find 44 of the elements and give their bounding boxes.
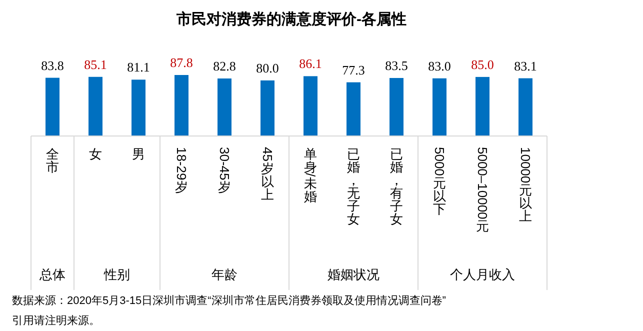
bar (88, 76, 102, 136)
x-tick-label: 单身/未婚 (302, 146, 318, 204)
bar (46, 78, 60, 136)
source-note: 数据来源：2020年5月3-15日深圳市调查“深圳市常住居民消费券领取及使用情况调查问卷” (12, 294, 446, 307)
x-tick-label: 女 (89, 146, 102, 162)
x-tick-label: 30-45岁 (216, 147, 232, 195)
bar (218, 78, 232, 136)
bar (260, 80, 274, 136)
bar (476, 76, 490, 136)
data-label: 83.5 (385, 58, 408, 73)
category-label: 5000–10000元 (474, 147, 490, 234)
x-tick-label: 全市 (46, 146, 59, 174)
chart-title: 市民对消费券的满意度评价-各属性 (176, 10, 406, 28)
data-label: 83.8 (41, 58, 64, 73)
bar (390, 78, 404, 136)
text: 婚姻状况 (328, 267, 380, 282)
text: 个人月收入 (450, 267, 515, 282)
text: 年龄 (212, 267, 238, 282)
bar (304, 76, 318, 136)
data-label: 83.1 (514, 58, 537, 74)
text: 引用请注明来源。 (12, 314, 100, 327)
x-tick-label: 已婚，有子女 (390, 146, 403, 226)
x-tick-label: 10000元以上 (518, 147, 533, 224)
data-label: 85.0 (471, 56, 494, 72)
data-label: 77.3 (342, 62, 365, 78)
data-label: 86.1 (299, 56, 322, 72)
bar (346, 82, 360, 136)
bar (432, 78, 446, 136)
data-label: 87.8 (170, 55, 193, 70)
data-label: 85.1 (84, 56, 107, 72)
x-tick-label: 男 (132, 146, 145, 162)
text: 性别 (103, 267, 130, 282)
data-label: 82.8 (213, 58, 236, 74)
x-tick-label: 已婚，无子女 (347, 146, 360, 226)
bar (132, 80, 146, 136)
bar (518, 78, 532, 136)
data-label: 80.0 (256, 60, 279, 76)
text: 总体 (38, 267, 66, 282)
x-tick-label: 18-29岁 (174, 147, 189, 195)
x-tick-label: 5000元以下 (432, 147, 447, 216)
data-label: 81.1 (127, 60, 150, 75)
bar (174, 75, 188, 136)
x-tick-label: 45岁以上 (260, 147, 275, 202)
data-label: 83.0 (428, 58, 451, 74)
